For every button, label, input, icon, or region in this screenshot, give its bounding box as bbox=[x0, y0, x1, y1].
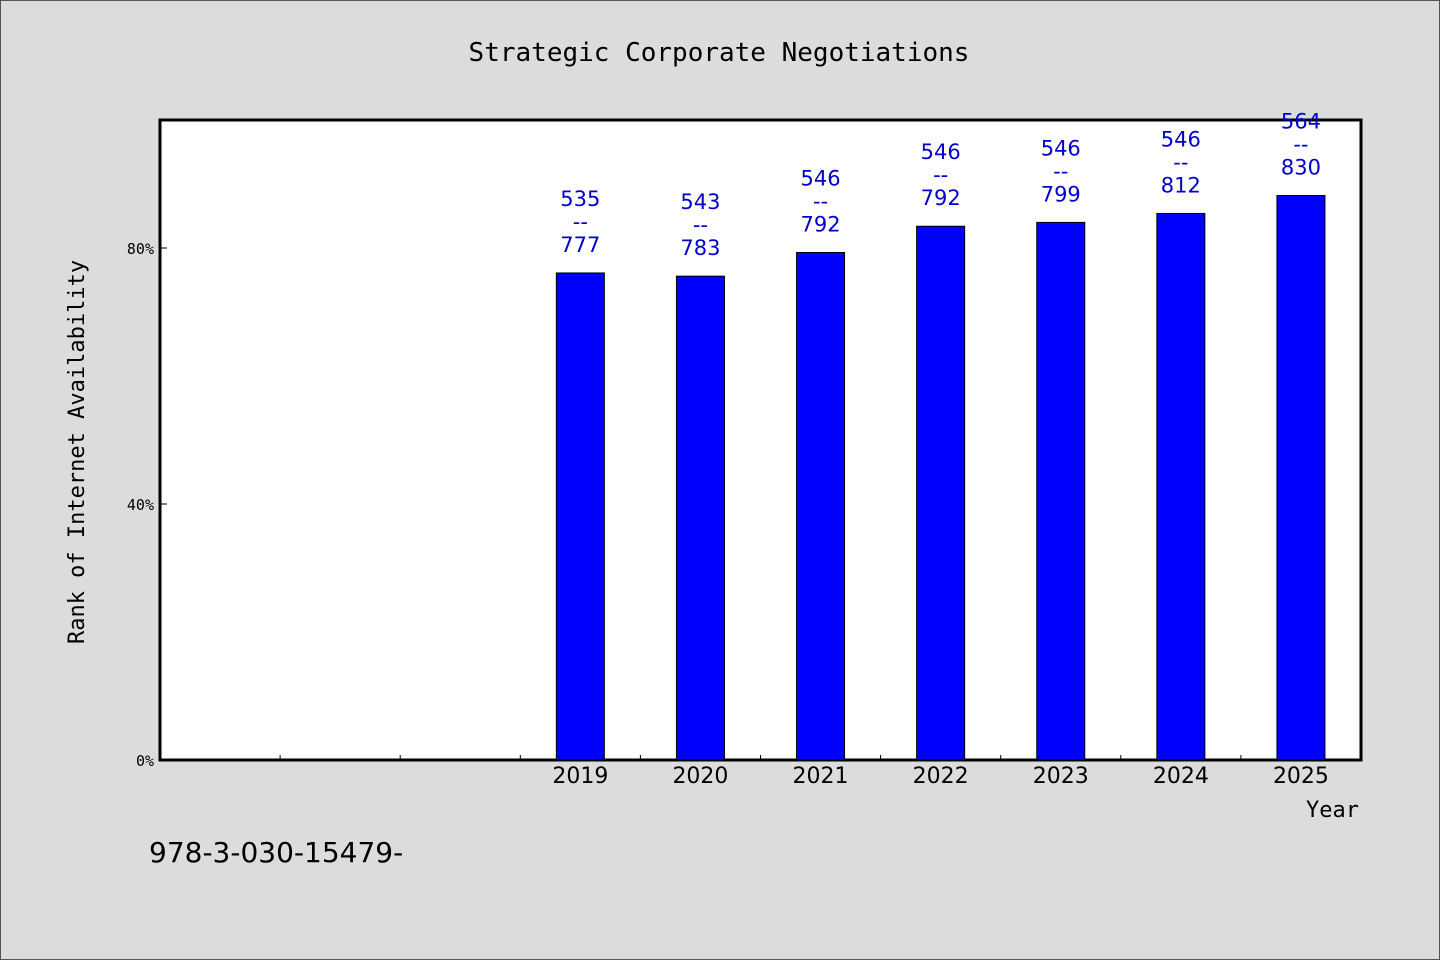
bar-2024 bbox=[1156, 212, 1206, 761]
chart-title: Strategic Corporate Negotiations bbox=[469, 38, 970, 68]
bar-data-label: -- bbox=[813, 189, 828, 213]
bar-data-label: 792 bbox=[801, 212, 841, 236]
x-tick-label: 2021 bbox=[793, 764, 849, 789]
bar-2019 bbox=[555, 272, 605, 761]
x-tick-label: 2022 bbox=[913, 764, 969, 789]
bar-data-label: 830 bbox=[1281, 156, 1321, 180]
bars-layer: 535--777543--783546--792546--792546--799… bbox=[555, 110, 1326, 761]
x-tick-label: 2024 bbox=[1153, 764, 1209, 789]
bar-data-label: 543 bbox=[680, 190, 720, 214]
bar-data-label: 783 bbox=[680, 236, 720, 260]
bar-data-label: 564 bbox=[1281, 110, 1321, 134]
x-tick-label: 2023 bbox=[1033, 764, 1089, 789]
bar-data-label: -- bbox=[693, 213, 708, 237]
y-tick-label: 0% bbox=[136, 752, 154, 770]
bar-2023 bbox=[1036, 221, 1086, 761]
x-tick-label: 2020 bbox=[672, 764, 728, 789]
x-tick-label: 2019 bbox=[552, 764, 608, 789]
bar-2022 bbox=[916, 225, 966, 761]
bar-data-label: 546 bbox=[921, 140, 961, 164]
x-tick-label: 2025 bbox=[1273, 764, 1329, 789]
bar-data-label: -- bbox=[1173, 150, 1188, 174]
bar-data-label: -- bbox=[1293, 133, 1308, 157]
bar-data-label: -- bbox=[933, 163, 948, 187]
x-axis: 2019 2020 2021 2022 2023 2024 2025 bbox=[279, 755, 1329, 789]
y-axis-label: Rank of Internet Availability bbox=[65, 260, 90, 644]
bar-2020 bbox=[675, 275, 725, 761]
bar-data-label: 535 bbox=[560, 187, 600, 211]
bar-2025 bbox=[1276, 195, 1326, 761]
bar-data-label: 777 bbox=[560, 233, 600, 257]
bar-data-label: 546 bbox=[1041, 136, 1081, 160]
bar-2021 bbox=[796, 251, 846, 761]
bar-data-label: -- bbox=[573, 210, 588, 234]
footer-text: 978-3-030-15479- bbox=[149, 836, 403, 869]
x-axis-label: Year bbox=[1306, 798, 1359, 823]
y-tick-label: 80% bbox=[127, 240, 154, 258]
bar-data-label: 812 bbox=[1161, 173, 1201, 197]
y-axis: 0% 40% 80% bbox=[127, 240, 167, 770]
bar-data-label: 546 bbox=[801, 166, 841, 190]
bar-data-label: 792 bbox=[921, 186, 961, 210]
bar-data-label: -- bbox=[1053, 159, 1068, 183]
y-tick-label: 40% bbox=[127, 496, 154, 514]
bar-data-label: 546 bbox=[1161, 127, 1201, 151]
bar-data-label: 799 bbox=[1041, 182, 1081, 206]
